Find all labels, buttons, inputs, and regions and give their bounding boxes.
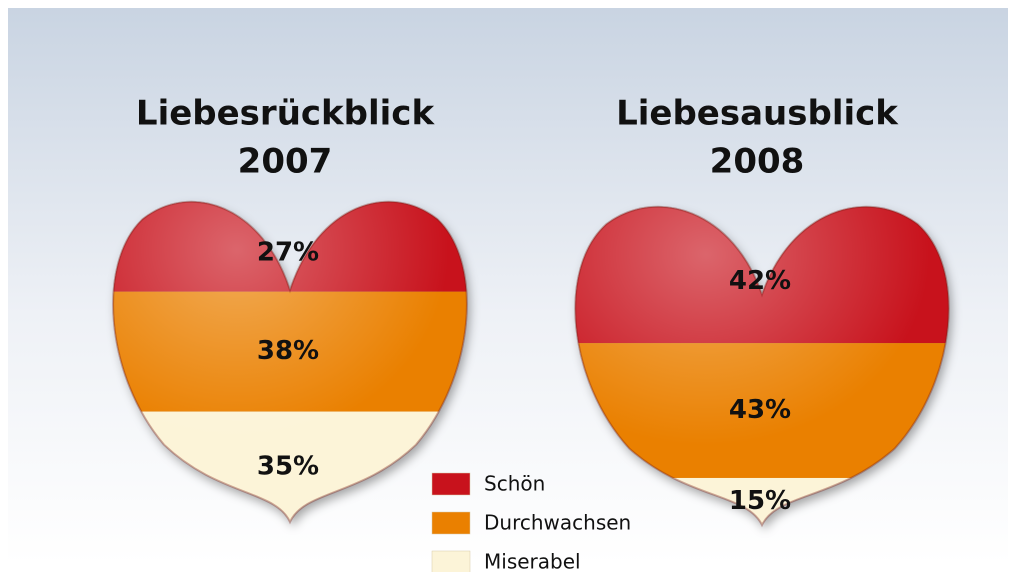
chart-subtitle: 2008 — [710, 142, 805, 182]
value-label: 35% — [257, 451, 319, 481]
value-label: 43% — [729, 395, 791, 425]
chart: Liebesrückblick 2007 27% 38% 35% Liebesausbli… — [0, 0, 1016, 572]
value-label: 38% — [257, 336, 319, 366]
legend-label: Schön — [484, 472, 545, 496]
value-label: 27% — [257, 238, 319, 268]
chart-title: Liebesrückblick — [136, 94, 436, 134]
legend-label: Miserabel — [484, 550, 581, 572]
legend-swatch — [432, 512, 470, 534]
legend-swatch — [432, 551, 470, 572]
legend-swatch — [432, 473, 470, 495]
page: Liebesrückblick 2007 27% 38% 35% Liebesausbli… — [0, 0, 1016, 572]
chart-title: Liebesausblick — [616, 94, 899, 134]
value-label: 42% — [729, 266, 791, 296]
chart-subtitle: 2007 — [238, 142, 333, 182]
value-label: 15% — [729, 486, 791, 516]
legend-label: Durchwachsen — [484, 511, 631, 535]
